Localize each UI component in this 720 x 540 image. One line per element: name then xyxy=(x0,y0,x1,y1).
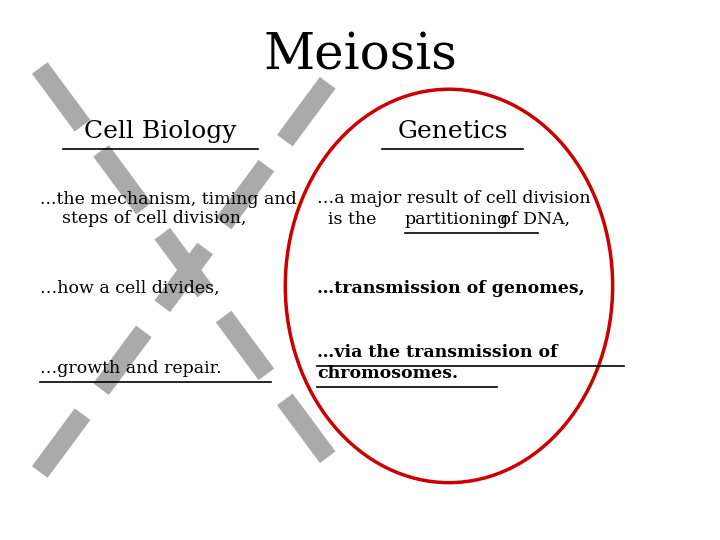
Text: ...the mechanism, timing and
    steps of cell division,: ...the mechanism, timing and steps of ce… xyxy=(40,191,297,227)
Text: …a major result of cell division: …a major result of cell division xyxy=(318,190,591,207)
Text: Meiosis: Meiosis xyxy=(263,31,457,80)
Text: Genetics: Genetics xyxy=(397,120,508,143)
Text: …how a cell divides,: …how a cell divides, xyxy=(40,280,220,297)
Text: of DNA,: of DNA, xyxy=(495,211,570,228)
Text: Cell Biology: Cell Biology xyxy=(84,120,237,143)
Text: chromosomes.: chromosomes. xyxy=(318,365,459,382)
Text: …transmission of genomes,: …transmission of genomes, xyxy=(318,280,585,297)
Text: …via the transmission of: …via the transmission of xyxy=(318,344,558,361)
Text: partitioning: partitioning xyxy=(405,211,509,228)
Text: is the: is the xyxy=(318,211,382,228)
Text: …growth and repair.: …growth and repair. xyxy=(40,360,221,377)
